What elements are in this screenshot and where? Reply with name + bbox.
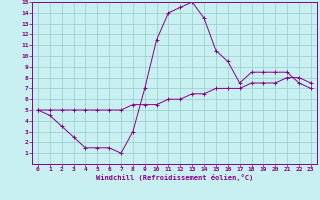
X-axis label: Windchill (Refroidissement éolien,°C): Windchill (Refroidissement éolien,°C) [96,174,253,181]
